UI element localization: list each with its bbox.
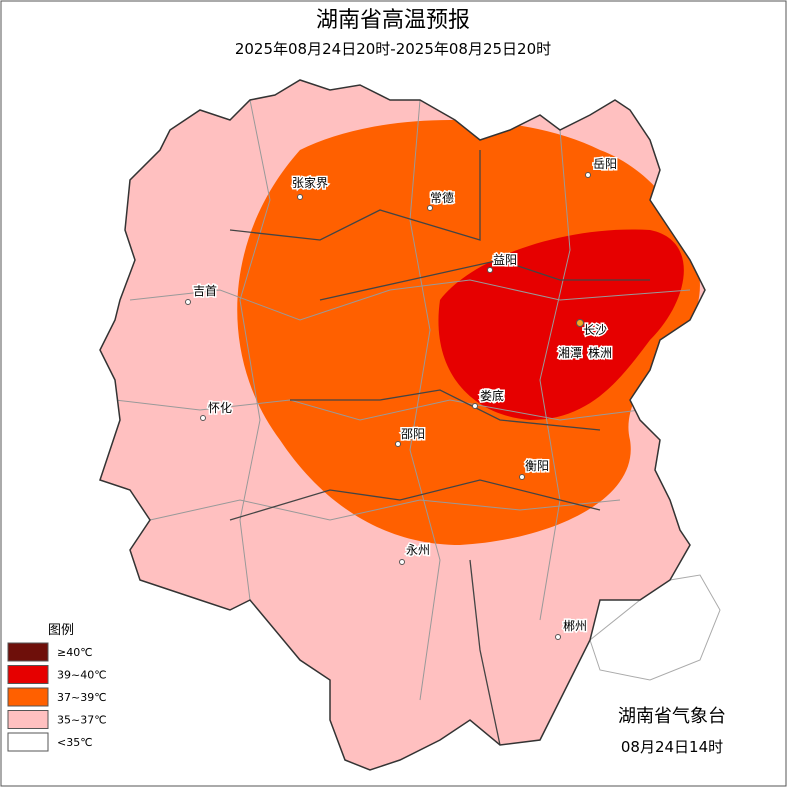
issue-time: 08月24日14时 xyxy=(621,738,723,756)
city-label: 怀化 xyxy=(208,401,232,415)
legend-label: ≥40℃ xyxy=(57,646,93,659)
legend-label: <35℃ xyxy=(57,736,93,749)
city-label: 娄底 xyxy=(480,388,504,403)
county-borders xyxy=(114,99,691,701)
legend-swatch xyxy=(7,732,49,752)
legend-swatch xyxy=(7,665,49,684)
city-label: 吉首 xyxy=(193,284,217,298)
legend-label: 35~37℃ xyxy=(57,714,107,727)
city-label: 张家界 xyxy=(292,175,328,190)
legend-swatch xyxy=(7,687,49,707)
legend-title: 图例 xyxy=(48,623,74,638)
legend-label: 37~39℃ xyxy=(57,691,107,704)
map-title: 湖南省高温预报 xyxy=(316,8,470,33)
city-label: 长沙 xyxy=(583,323,607,337)
zone-39-40 xyxy=(438,229,684,420)
map-subtitle: 2025年08月24日20时-2025年08月25日20时 xyxy=(235,40,551,58)
city-borders xyxy=(229,150,650,746)
issuer: 湖南省气象台 xyxy=(618,706,726,727)
city-label: 湘潭 xyxy=(558,345,582,360)
city-markers xyxy=(185,172,591,640)
legend-label: 39~40℃ xyxy=(57,669,107,682)
city-label: 邵阳 xyxy=(401,427,425,441)
city-label: 衡阳 xyxy=(525,459,549,473)
city-label: 岳阳 xyxy=(593,157,617,171)
city-label: 郴州 xyxy=(563,619,587,633)
legend-swatch xyxy=(7,710,49,729)
legend-swatch xyxy=(7,642,49,662)
city-label: 株洲 xyxy=(588,345,612,360)
city-label: 永州 xyxy=(406,543,430,557)
legend: 图例 ≥40℃ 39~40℃ 37~39℃ 35~37℃ <35℃ xyxy=(7,623,107,752)
city-labels: 张家界 常德 岳阳 益阳 吉首 长沙 湘潭 株洲 怀化 娄底 邵阳 衡阳 永州 … xyxy=(191,156,618,635)
city-label: 常德 xyxy=(430,190,454,205)
city-label: 益阳 xyxy=(493,253,517,267)
